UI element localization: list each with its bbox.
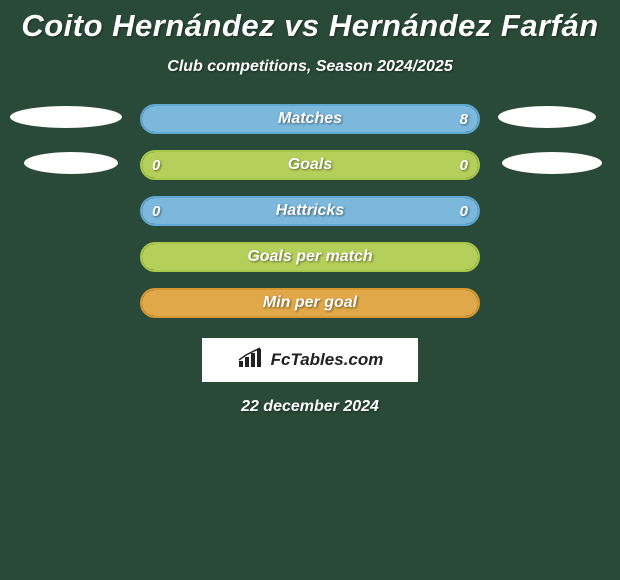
stat-bar: 0Goals0 xyxy=(140,150,480,180)
player-photo-placeholder xyxy=(498,106,596,128)
bar-label: Hattricks xyxy=(142,202,478,220)
bar-label: Goals xyxy=(142,156,478,174)
bar-right-value: 0 xyxy=(460,203,468,220)
brand-badge: FcTables.com xyxy=(202,338,418,382)
page-title: Coito Hernández vs Hernández Farfán xyxy=(0,8,620,44)
bar-label: Min per goal xyxy=(142,294,478,312)
stat-bars: Matches80Goals00Hattricks0Goals per matc… xyxy=(140,104,480,318)
bar-right-value: 0 xyxy=(460,157,468,174)
bar-label: Goals per match xyxy=(142,248,478,266)
comparison-card: Coito Hernández vs Hernández Farfán Club… xyxy=(0,0,620,416)
date-label: 22 december 2024 xyxy=(0,398,620,416)
main-row: Matches80Goals00Hattricks0Goals per matc… xyxy=(0,104,620,318)
stat-bar: 0Hattricks0 xyxy=(140,196,480,226)
player-photo-placeholder xyxy=(24,152,118,174)
player-photo-placeholder xyxy=(10,106,122,128)
bar-right-value: 8 xyxy=(460,111,468,128)
brand-text: FcTables.com xyxy=(271,350,384,370)
chart-icon xyxy=(237,347,265,374)
stat-bar: Min per goal xyxy=(140,288,480,318)
stat-bar: Goals per match xyxy=(140,242,480,272)
page-subtitle: Club competitions, Season 2024/2025 xyxy=(0,58,620,76)
stat-bar: Matches8 xyxy=(140,104,480,134)
left-player-col xyxy=(12,104,122,174)
player-photo-placeholder xyxy=(502,152,602,174)
right-player-col xyxy=(498,104,608,174)
bar-label: Matches xyxy=(142,110,478,128)
